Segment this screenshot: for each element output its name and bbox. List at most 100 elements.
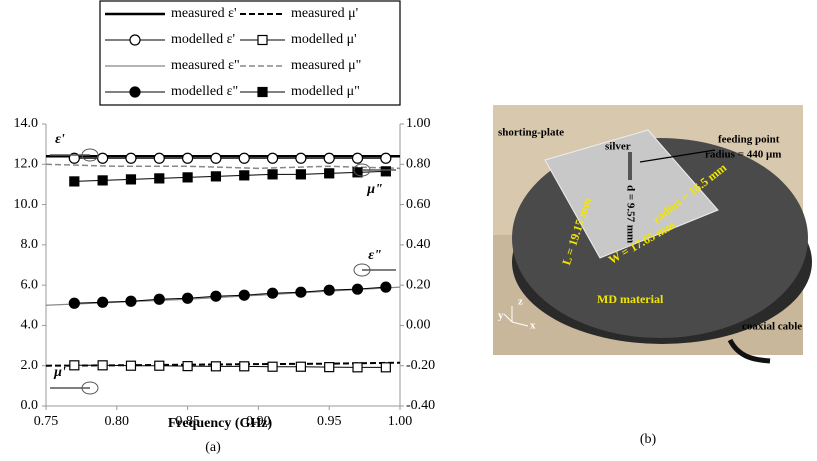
axis-letter: y	[498, 310, 504, 322]
marker	[323, 152, 335, 164]
annotation: ε'	[55, 132, 65, 147]
marker	[323, 284, 335, 296]
marker	[351, 283, 364, 295]
legend-label: measured μ"	[291, 58, 361, 73]
x-tick-label: 0.75	[34, 414, 59, 429]
y2-tick-label: -0.40	[406, 398, 435, 413]
annotation: μ"	[366, 182, 383, 197]
marker	[153, 293, 165, 305]
marker	[125, 152, 137, 164]
marker	[380, 166, 391, 177]
x-tick-label: 1.00	[388, 414, 413, 429]
y-tick-label: 4.0	[21, 318, 39, 333]
marker	[154, 173, 165, 184]
caption-b: (b)	[640, 432, 657, 447]
marker	[125, 360, 137, 371]
legend-label: measured μ'	[291, 6, 358, 21]
y2-tick-label: 1.00	[406, 116, 431, 131]
marker	[69, 360, 80, 371]
marker	[153, 152, 165, 164]
marker	[267, 361, 278, 372]
series-line	[74, 286, 386, 304]
marker	[295, 286, 307, 298]
y2-tick-label: 0.80	[406, 157, 431, 172]
marker	[210, 290, 222, 302]
photo-label: silver	[605, 141, 631, 153]
x-tick-label: 0.80	[105, 414, 130, 429]
marker	[68, 297, 80, 309]
marker	[129, 34, 141, 46]
marker	[182, 292, 194, 304]
marker	[97, 175, 108, 186]
marker	[352, 167, 363, 178]
silver-patch	[544, 129, 719, 259]
y-tick-label: 6.0	[21, 277, 39, 292]
axis-letter: x	[530, 320, 536, 332]
legend-label: modelled ε"	[171, 84, 238, 99]
y2-tick-label: 0.40	[406, 237, 431, 252]
series-line	[45, 163, 401, 170]
marker	[97, 296, 109, 308]
marker	[210, 152, 222, 164]
caption-a: (a)	[205, 440, 221, 455]
y-tick-label: 10.0	[14, 197, 39, 212]
marker	[238, 289, 250, 301]
y-tick-label: 2.0	[21, 358, 39, 373]
legend-box	[99, 0, 401, 106]
y2-tick-label: -0.20	[406, 358, 435, 373]
marker	[125, 174, 137, 185]
photo-label: MD material	[597, 292, 664, 306]
y-tick-label: 8.0	[21, 237, 39, 252]
y-tick-label: 0.0	[21, 398, 39, 413]
photo: shorting-plate silver feeding point radi…	[493, 105, 812, 364]
marker	[97, 360, 108, 371]
marker	[182, 152, 194, 164]
legend-label: modelled ε'	[171, 32, 235, 47]
legend-label: modelled μ"	[291, 84, 360, 99]
marker	[380, 281, 392, 293]
legend-label: measured ε"	[171, 58, 240, 73]
legend-label: modelled μ'	[291, 32, 357, 47]
series-line	[74, 364, 386, 368]
marker	[239, 361, 250, 372]
pointer	[639, 149, 716, 163]
y2-tick-label: 0.00	[406, 318, 431, 333]
marker	[352, 362, 363, 373]
y2-tick-label: 0.60	[406, 197, 431, 212]
x-tick-label: 0.95	[317, 414, 342, 429]
photo-label: coaxial cable	[742, 321, 802, 333]
marker	[380, 152, 392, 164]
marker	[324, 168, 335, 179]
x-tick-label: 0.85	[175, 414, 200, 429]
marker	[295, 169, 306, 180]
marker	[69, 176, 80, 187]
marker	[267, 169, 278, 180]
photo-label: shorting-plate	[498, 127, 564, 139]
marker	[324, 362, 335, 373]
marker	[210, 361, 222, 372]
marker	[129, 86, 141, 98]
y-tick-label: 12.0	[14, 157, 39, 172]
legend-label: measured ε'	[171, 6, 237, 21]
y2-tick-label: 0.20	[406, 277, 431, 292]
axes-icon	[503, 306, 529, 327]
x-axis-label: Frequency (GHz)	[168, 416, 273, 431]
series-line	[74, 170, 386, 182]
marker	[154, 360, 165, 371]
marker	[97, 152, 109, 164]
photo-label: d = 9.57 mm	[624, 185, 636, 243]
marker	[295, 361, 306, 372]
marker	[125, 295, 137, 307]
marker	[239, 170, 250, 181]
marker	[266, 287, 279, 299]
y-tick-label: 14.0	[14, 116, 39, 131]
x-tick-label: 0.90	[246, 414, 271, 429]
photo-label: feeding point	[718, 134, 780, 146]
marker	[182, 172, 193, 183]
marker	[182, 361, 193, 372]
marker	[380, 362, 391, 373]
marker	[266, 152, 279, 164]
axis-letter: z	[518, 296, 523, 308]
marker	[210, 171, 222, 182]
